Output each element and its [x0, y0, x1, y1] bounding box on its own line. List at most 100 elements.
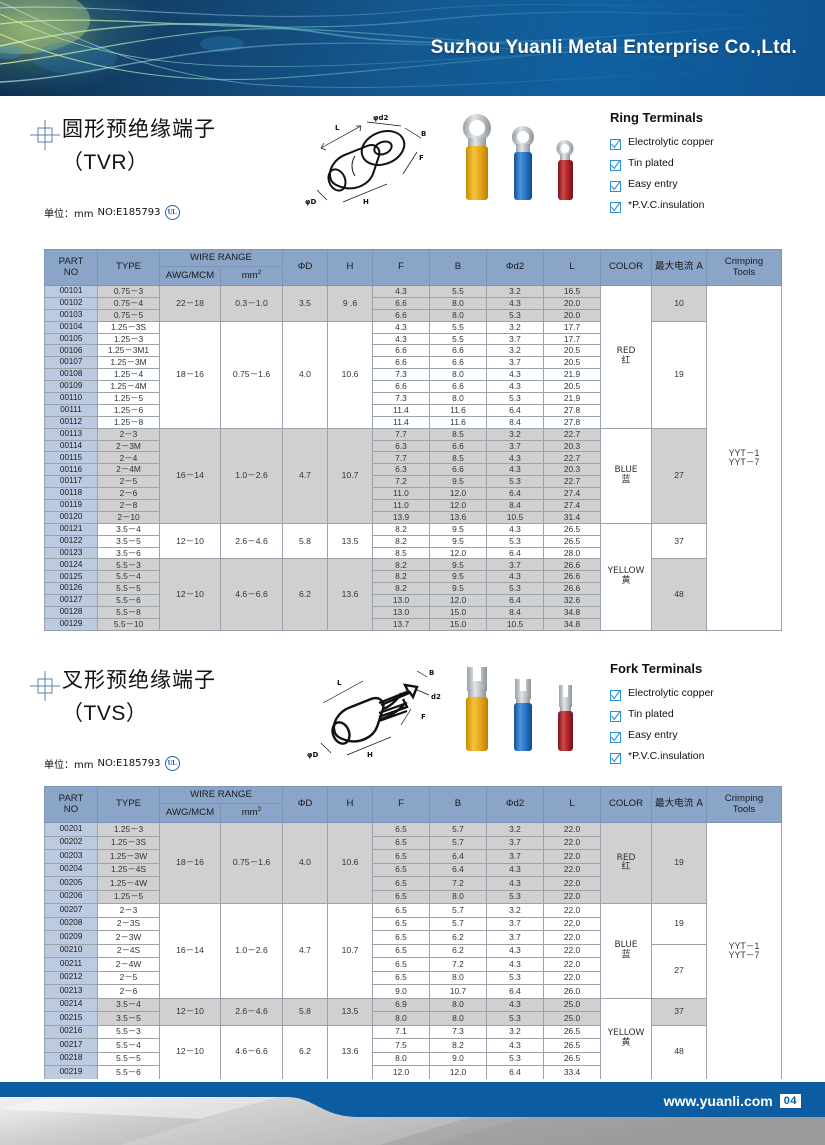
cell-type: 2－10 [97, 510, 160, 524]
cell-awg: 18－16 [159, 822, 221, 904]
cell-l: 22.0 [543, 970, 601, 985]
table-body: 00201 1.25－3 18－16 0.75－1.6 4.0 10.6 6.5 5.7 3.2… [44, 822, 782, 1080]
cell-type: 1.25－4 [97, 368, 160, 382]
table-row: 00119 2－8 11.0 12.0 8.4 27.4 [44, 499, 782, 512]
cell-part-no: 00205 [44, 876, 98, 891]
feature-label: Tin plated [628, 157, 674, 169]
cell-f: 6.5 [372, 916, 430, 931]
cell-part-no: 00105 [44, 332, 98, 346]
cell-f: 8.2 [372, 534, 430, 548]
cell-mm2: 2.6－4.6 [220, 997, 283, 1026]
cell-color: RED 红 [600, 822, 652, 904]
cell-max-current: 37 [651, 522, 707, 560]
cell-phi-d2: 3.2 [486, 903, 544, 918]
cell-mm2: 0.75－1.6 [220, 822, 283, 904]
website-url[interactable]: www.yuanli.com [663, 1093, 773, 1109]
cell-b: 6.6 [429, 463, 487, 477]
cell-f: 8.2 [372, 558, 430, 572]
col-header-f: F [372, 786, 430, 823]
cell-b: 12.0 [429, 487, 487, 501]
cell-type: 1.25－6 [97, 403, 160, 417]
cell-l: 25.0 [543, 997, 601, 1012]
col-header-type: TYPE [97, 249, 160, 286]
svg-text:L: L [335, 124, 340, 132]
table-row: 00109 1.25－4M 6.6 6.6 4.3 20.5 [44, 380, 782, 394]
cell-max-current: 19 [651, 320, 707, 429]
cell-l: 20.5 [543, 380, 601, 394]
cell-b: 9.5 [429, 582, 487, 596]
cell-h: 9 .6 [327, 285, 373, 322]
cell-f: 13.0 [372, 606, 430, 619]
check-box-icon [610, 137, 621, 150]
cell-part-no: 00216 [44, 1024, 98, 1039]
cell-l: 21.9 [543, 392, 601, 405]
cell-l: 26.6 [543, 570, 601, 584]
cell-b: 5.7 [429, 835, 487, 850]
cell-part-no: 00125 [44, 570, 98, 584]
table-row: 00104 1.25－3S 18－16 0.75－1.6 4.0 10.6 4.3 5.5 3.… [44, 320, 782, 429]
cell-l: 22.0 [543, 835, 601, 850]
cell-type: 3.5－5 [97, 1011, 160, 1026]
cell-f: 7.1 [372, 1024, 430, 1039]
cell-part-no: 00204 [44, 862, 98, 877]
cell-part-no: 00208 [44, 916, 98, 931]
cell-phi-d: 6.2 [282, 558, 328, 631]
cell-type: 2－4 [97, 451, 160, 465]
cell-l: 22.7 [543, 427, 601, 441]
cell-part-no: 00104 [44, 320, 98, 334]
check-box-icon [610, 158, 621, 171]
cell-b: 8.0 [429, 1011, 487, 1026]
cell-part-no: 00129 [44, 617, 98, 631]
cell-h: 10.6 [327, 822, 373, 904]
feature-item: Tin plated [610, 704, 810, 724]
col-header-awg: AWG/MCM [159, 803, 221, 823]
cell-f: 7.3 [372, 368, 430, 382]
cell-f: 6.5 [372, 889, 430, 904]
cell-b: 5.5 [429, 285, 487, 298]
table-row: 00102 0.75－4 6.6 8.0 4.3 20.0 [44, 296, 782, 310]
cell-f: 8.2 [372, 522, 430, 536]
cell-f: 11.4 [372, 415, 430, 429]
cell-phi-d2: 4.3 [486, 943, 544, 958]
table-row: 00216 5.5－3 12－10 4.6－6.6 6.2 13.6 7.1 7.3 3.2 26… [44, 1024, 782, 1080]
section-code: （TVS） [62, 702, 148, 725]
crosshair-marker-icon [30, 671, 60, 701]
cell-phi-d: 4.7 [282, 427, 328, 524]
table-row: 00205 1.25－4W 6.5 7.2 4.3 22.0 [44, 876, 782, 891]
col-header-phi-d: ΦD [282, 249, 328, 286]
cell-l: 22.0 [543, 943, 601, 958]
cell-f: 4.3 [372, 320, 430, 334]
cell-part-no: 00107 [44, 356, 98, 370]
cell-b: 5.7 [429, 822, 487, 837]
cell-part-no: 00128 [44, 606, 98, 619]
section-header-tvs: 叉形预绝缘端子 （TVS） 单位：mm NO:E185793 UL [0, 655, 825, 783]
ul-logo-icon: UL [164, 205, 180, 220]
cell-l: 34.8 [543, 617, 601, 631]
cell-awg: 12－10 [159, 997, 221, 1026]
feature-label: Electrolytic copper [628, 136, 714, 148]
table-row: 00211 2－4W 6.5 7.2 4.3 22.0 [44, 957, 782, 972]
col-header-mm2: mm2 [220, 266, 283, 286]
table-row: 00212 2－5 6.5 8.0 5.3 22.0 [44, 970, 782, 985]
table-row: 00203 1.25－3W 6.5 6.4 3.7 22.0 [44, 849, 782, 864]
table-body: 00101 0.75－3 22－18 0.3－1.0 3.5 9 .6 4.3 5.5 3.2 1… [44, 285, 782, 631]
col-header-part-no: PART NO [44, 786, 98, 823]
cell-f: 7.2 [372, 475, 430, 489]
table-row: 00219 5.5－6 12.0 12.0 6.4 33.4 [44, 1065, 782, 1080]
cell-part-no: 00203 [44, 849, 98, 864]
cell-awg: 12－10 [159, 1024, 221, 1080]
feature-item: Electrolytic copper [610, 683, 810, 703]
cell-b: 5.5 [429, 332, 487, 346]
col-header-type: TYPE [97, 786, 160, 823]
spec-table-ring-terminals: PART NO TYPE WIRE RANGE ΦD H F B Φd2 L CO… [44, 249, 782, 631]
svg-text:H: H [367, 751, 373, 759]
svg-text:F: F [421, 713, 426, 721]
table-row: 00111 1.25－6 11.4 11.6 6.4 27.8 [44, 403, 782, 417]
cell-l: 33.4 [543, 1065, 601, 1080]
cell-awg: 22－18 [159, 285, 221, 322]
cell-type: 5.5－10 [97, 617, 160, 631]
svg-text:φd2: φd2 [373, 114, 388, 122]
cell-f: 6.5 [372, 849, 430, 864]
cell-awg: 12－10 [159, 558, 221, 631]
cell-part-no: 00211 [44, 957, 98, 972]
